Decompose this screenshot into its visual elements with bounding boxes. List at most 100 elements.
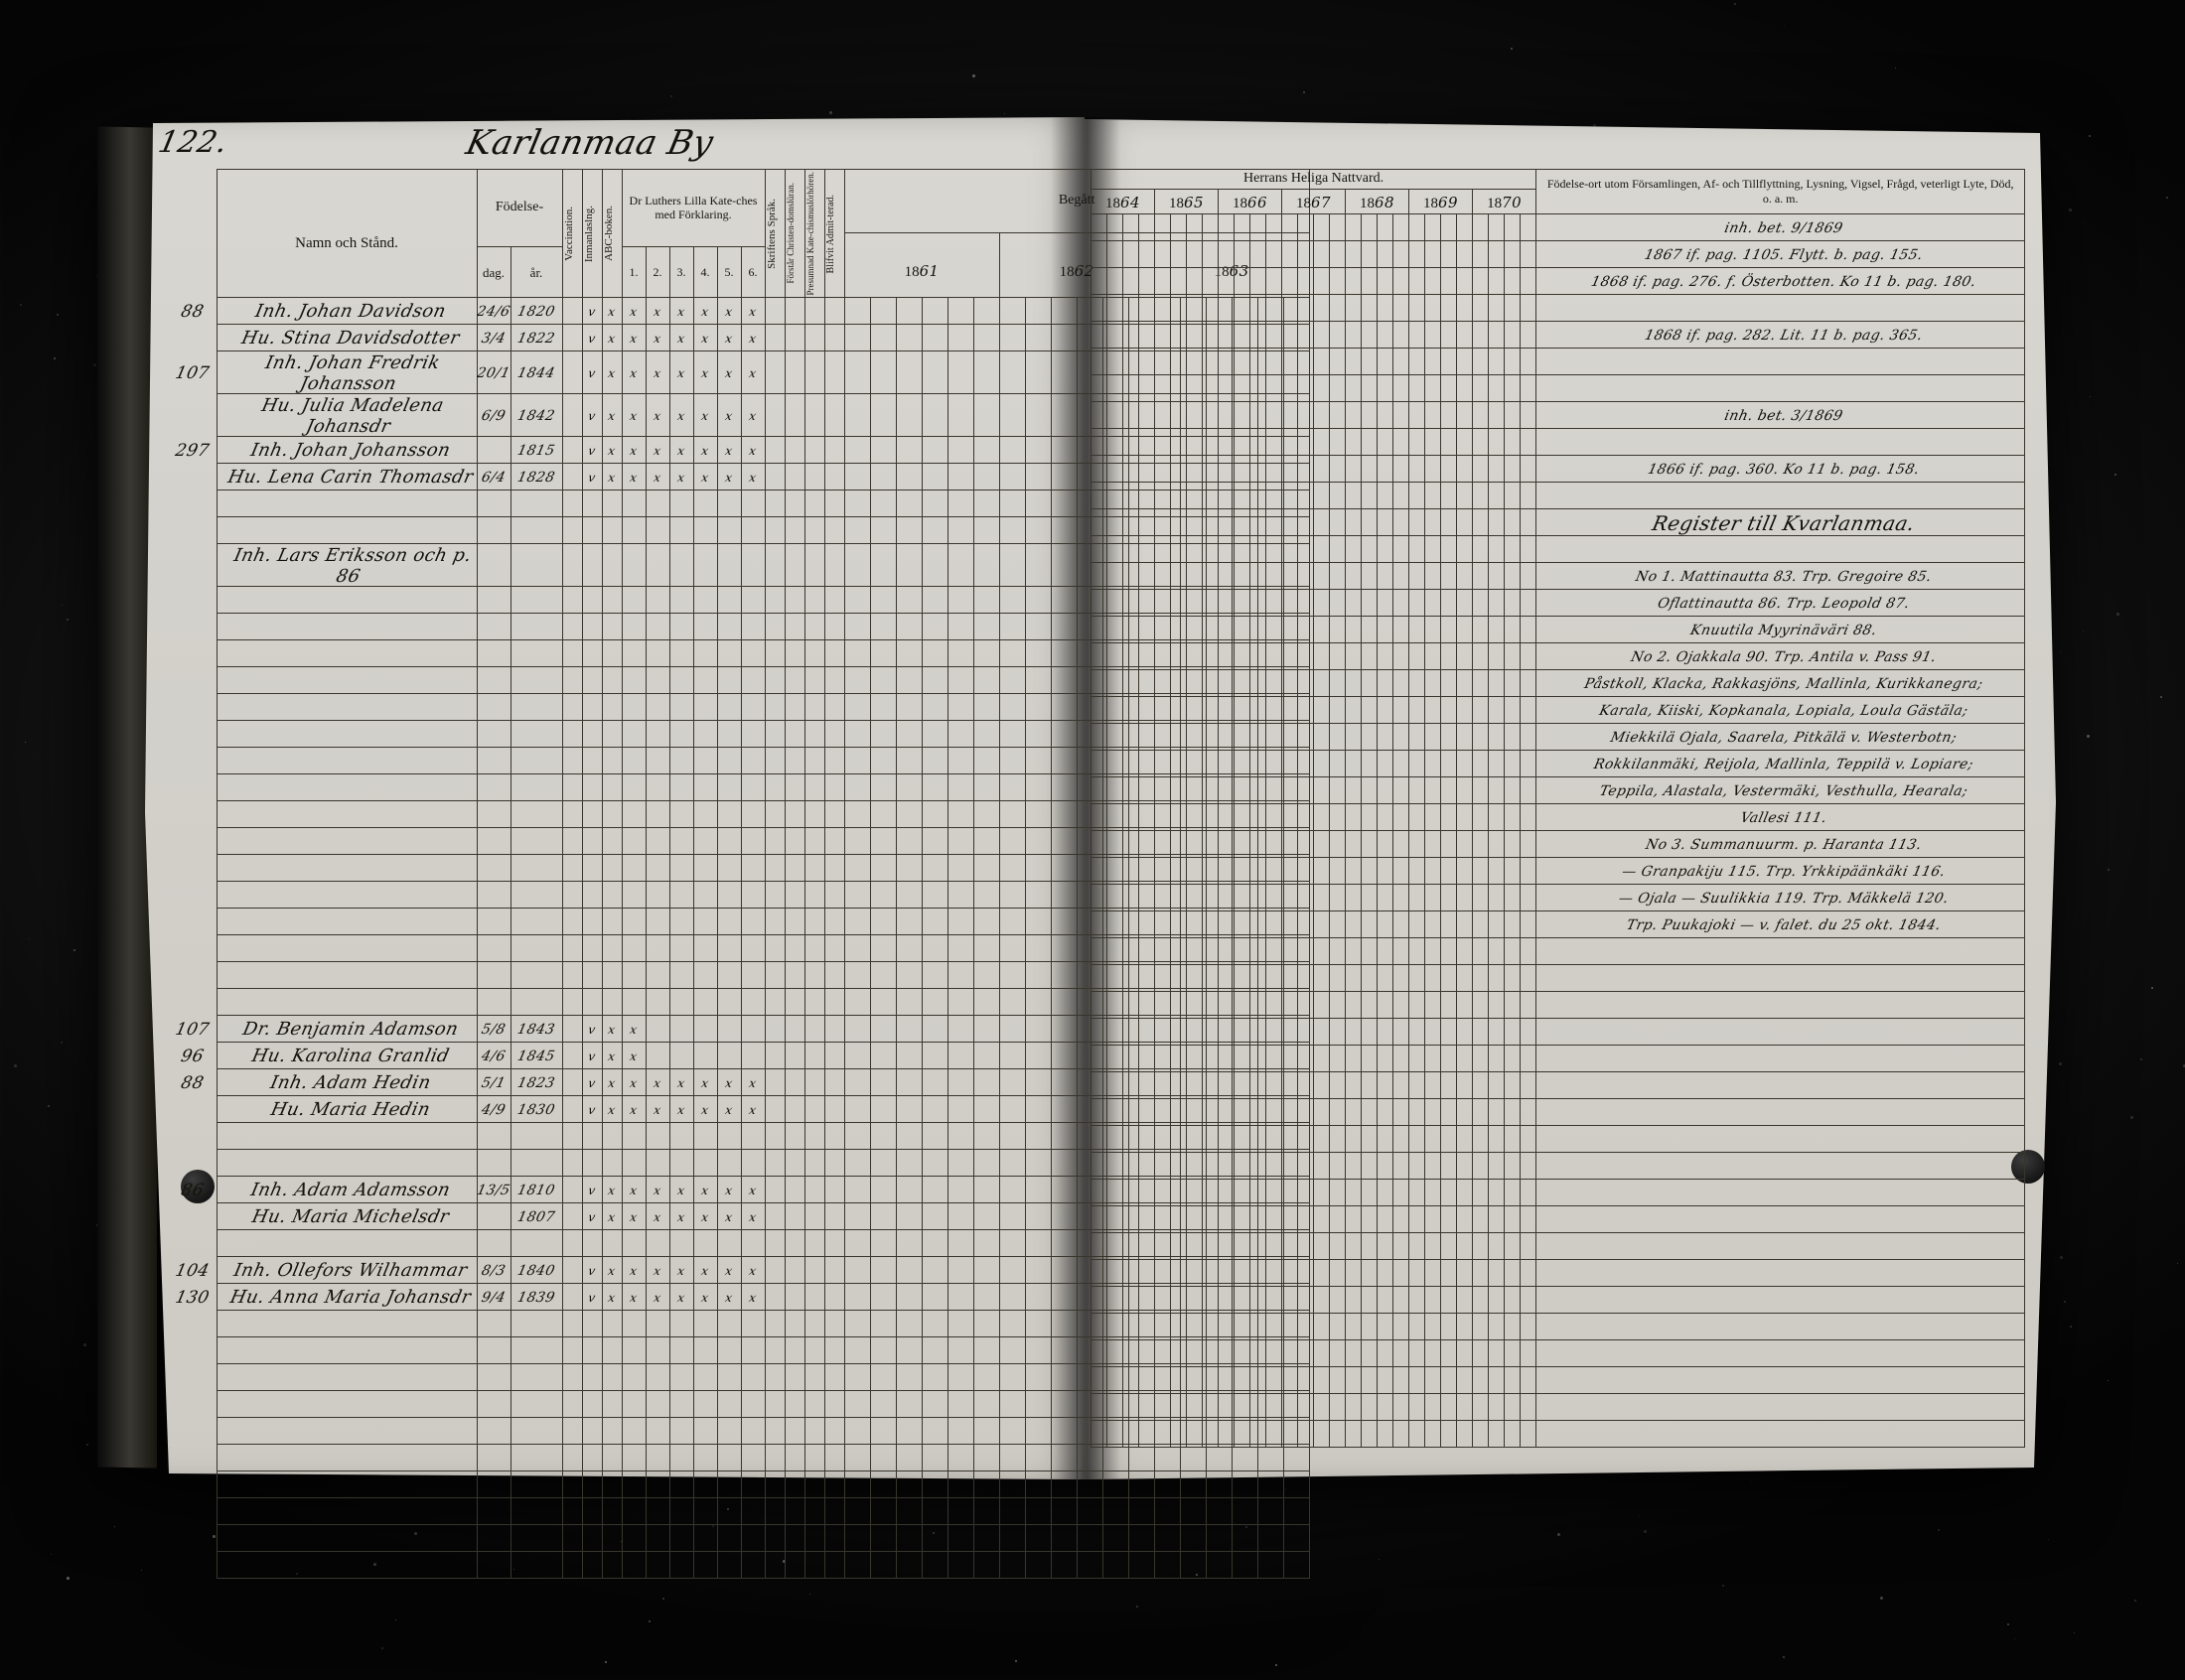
cell-communion <box>1489 1126 1505 1153</box>
cell-attended <box>922 748 947 774</box>
table-row: Påstkoll, Klacka, Rakkasjöns, Mallinla, … <box>1092 670 2025 697</box>
cell-attended <box>922 640 947 667</box>
table-row <box>1092 1314 2025 1340</box>
cell-communion <box>1425 349 1441 375</box>
cell-communion <box>1441 1180 1457 1206</box>
cell-communion <box>1250 1314 1266 1340</box>
cell-communion <box>1457 349 1473 375</box>
entry-ref <box>172 464 219 490</box>
cell-attended <box>1025 1311 1051 1337</box>
cell-communion <box>1362 617 1378 643</box>
cell-communion <box>1235 268 1250 295</box>
cell-communion <box>1203 858 1219 885</box>
cell-admitted <box>824 490 844 517</box>
cell-catechism-6: x <box>738 1257 768 1284</box>
cell-attended <box>1025 1123 1051 1150</box>
cell-communion <box>1362 1260 1378 1287</box>
cell-communion <box>1139 1126 1155 1153</box>
cell-attended <box>999 1016 1025 1043</box>
row-ref-header <box>175 170 217 298</box>
cell-communion <box>1107 1099 1123 1126</box>
cell-communion <box>1092 992 1107 1019</box>
cell-communion <box>1219 268 1235 295</box>
cell-understanding <box>785 1230 804 1257</box>
cell-attended <box>896 298 922 325</box>
cell-communion <box>1362 429 1378 456</box>
cell-attended <box>896 801 922 828</box>
cell-attended <box>973 587 999 614</box>
entry-name <box>214 1337 480 1364</box>
cell-attended <box>999 325 1025 351</box>
cell-communion <box>1457 1153 1473 1180</box>
cell-communion <box>1171 268 1187 295</box>
entry-birth-year: 1807 <box>508 1203 565 1230</box>
cell-attended <box>1051 855 1077 882</box>
cell-communion <box>1393 804 1409 831</box>
cell-communion <box>1378 670 1393 697</box>
cell-attended <box>844 517 870 544</box>
cell-communion <box>1457 885 1473 911</box>
cell-communion <box>1298 643 1314 670</box>
cell-attended <box>1025 1552 1051 1579</box>
cell-communion <box>1092 563 1107 590</box>
cell-communion <box>1505 885 1521 911</box>
cell-communion <box>1314 643 1330 670</box>
cell-attended <box>1025 1096 1051 1123</box>
cell-attended <box>973 1257 999 1284</box>
cell-communion <box>1346 804 1362 831</box>
cell-communion <box>1330 697 1346 724</box>
cell-communion <box>1473 1180 1489 1206</box>
cell-attended <box>1025 748 1051 774</box>
cell-communion <box>1219 670 1235 697</box>
cell-reading <box>765 962 785 989</box>
cell-communion <box>1409 1314 1425 1340</box>
cell-understanding <box>785 640 804 667</box>
cell-attended <box>896 1311 922 1337</box>
cell-communion <box>1250 1287 1266 1314</box>
cell-communion <box>1235 1394 1250 1421</box>
cell-communion <box>1219 804 1235 831</box>
cell-attended <box>922 437 947 464</box>
cell-priest <box>804 640 824 667</box>
cell-attended <box>922 828 947 855</box>
cell-reading <box>765 667 785 694</box>
cell-communion <box>1489 483 1505 509</box>
cell-communion <box>1409 965 1425 992</box>
cell-attended <box>896 1525 922 1552</box>
entry-birth-year <box>506 544 566 587</box>
cell-communion <box>1107 1260 1123 1287</box>
cell-catechism-6 <box>738 1525 768 1552</box>
cell-communion <box>1441 1099 1457 1126</box>
cell-communion <box>1409 268 1425 295</box>
cell-communion <box>1393 965 1409 992</box>
cell-communion <box>1346 214 1362 241</box>
entry-ref <box>172 962 219 989</box>
cell-communion <box>1219 1180 1235 1206</box>
cell-reading <box>765 748 785 774</box>
cell-communion <box>1282 402 1298 429</box>
cell-communion <box>1092 536 1107 563</box>
cell-priest <box>804 614 824 640</box>
cell-attended <box>947 1123 973 1150</box>
cell-communion <box>1171 1421 1187 1448</box>
cell-attended <box>922 1043 947 1069</box>
cell-communion <box>1123 1072 1139 1099</box>
cell-communion <box>1171 214 1187 241</box>
cell-attended <box>870 464 896 490</box>
folio-number: 122. <box>155 125 230 160</box>
cell-communion <box>1346 375 1362 402</box>
table-row: — Granpakiju 115. Trp. Yrkkipäänkäki 116… <box>1092 858 2025 885</box>
cell-attended <box>947 1096 973 1123</box>
cell-communion <box>1298 911 1314 938</box>
cell-attended <box>1257 1498 1283 1525</box>
entry-birth-year <box>508 801 565 828</box>
cell-attended <box>947 1284 973 1311</box>
cell-communion <box>1457 1099 1473 1126</box>
cell-attended <box>1154 1552 1180 1579</box>
cell-attended <box>999 394 1025 437</box>
cell-communion <box>1473 804 1489 831</box>
cell-communion <box>1298 1287 1314 1314</box>
cell-communion <box>1314 617 1330 643</box>
cell-attended <box>973 1150 999 1177</box>
cell-communion <box>1473 1019 1489 1046</box>
